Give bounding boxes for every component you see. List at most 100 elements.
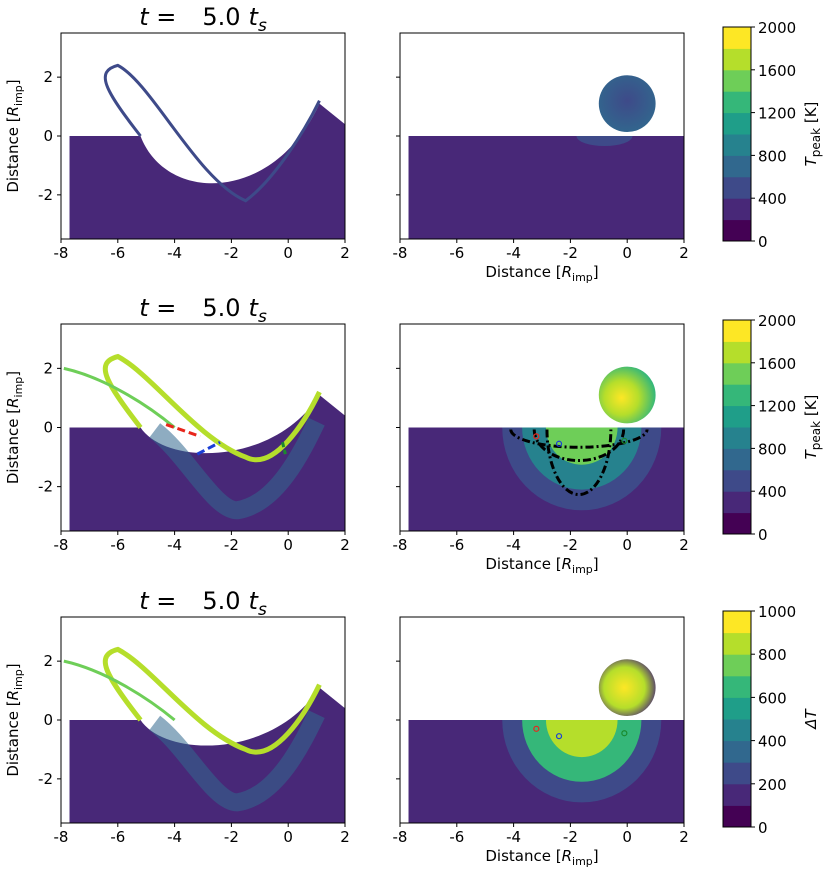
axis-label-main: Distance [: [485, 847, 561, 865]
axis-label-main: Distance [: [4, 700, 22, 776]
y-tick-label: -2: [38, 478, 53, 496]
colorbar-segment: [723, 740, 751, 763]
colorbar-segment: [723, 134, 751, 156]
colorbar-tick-label: 800: [758, 646, 787, 664]
x-tick-label: 0: [283, 536, 293, 554]
axis-label-sub: imp: [572, 563, 593, 576]
x-tick-label: -8: [393, 244, 408, 262]
colorbar-tick-label: 0: [758, 819, 768, 837]
axis-label-italic: R: [562, 847, 572, 865]
left-panel: -8 -6 -4 -2 0 2 -2 0 2 Distance [Rimp]: [4, 323, 350, 554]
colorbar-segment: [723, 405, 751, 428]
panel-title: t = 5.0 ts: [139, 587, 267, 620]
y-tick-label: 2: [43, 652, 53, 670]
colorbar: 0 200 400 600 800 1000 ΔT: [722, 603, 820, 837]
colorbar-segment: [723, 198, 751, 221]
colorbar-segment: [723, 48, 751, 71]
colorbar-frame: [722, 26, 752, 242]
y-tick-label: 2: [43, 359, 53, 377]
axis-label-italic: R: [562, 555, 572, 573]
ejecta-curtain: [102, 646, 322, 755]
colorbar-segment: [723, 219, 751, 242]
impactor: [598, 366, 656, 424]
tracer-blue: [196, 440, 221, 456]
colorbar-label: Tpeak [K]: [802, 102, 823, 167]
tracer-marker-red: [533, 433, 540, 440]
colorbar-segment: [723, 805, 751, 828]
colorbar-segment: [723, 675, 751, 698]
axis-label-main: Distance [: [4, 116, 22, 192]
colorbar-tick-label: 400: [758, 483, 787, 501]
x-tick-label: -2: [224, 244, 239, 262]
axis-label-italic: R: [4, 397, 22, 407]
colorbar-label-unit: [K]: [802, 395, 820, 421]
colorbar-segment: [723, 362, 751, 385]
x-tick-label: -4: [167, 244, 182, 262]
impactor: [598, 75, 656, 133]
axis-label: Distance [Rimp]: [4, 371, 25, 484]
colorbar-segment: [723, 697, 751, 720]
colorbar-segment: [723, 320, 751, 342]
axis-label-close: ]: [4, 371, 22, 377]
colorbar-label: Tpeak [K]: [802, 395, 823, 460]
axis-label: Distance [Rimp]: [485, 555, 598, 576]
isotherm-line: [532, 429, 626, 463]
axis-label-sub: imp: [572, 855, 593, 868]
colorbar-tick-label: 1000: [758, 603, 796, 621]
colorbar-segment: [723, 427, 751, 449]
y-tick-label: 0: [43, 127, 53, 145]
colorbar-segment: [723, 69, 751, 92]
colorbar-segment: [723, 611, 751, 634]
target-body: [69, 103, 346, 239]
title-time-value: 5.0: [202, 294, 240, 322]
axis-label-italic: R: [4, 690, 22, 700]
x-tick-label: -2: [563, 828, 578, 846]
axis-label-sub: imp: [572, 271, 593, 284]
x-tick-label: 0: [622, 536, 632, 554]
x-tick-label: -6: [449, 244, 464, 262]
axis-label-close: ]: [4, 79, 22, 85]
x-tick-label: -6: [110, 244, 125, 262]
x-tick-label: 0: [622, 828, 632, 846]
x-tick-label: 0: [283, 244, 293, 262]
colorbar: 0 400 800 1200 1600 2000 Tpeak [K]: [722, 312, 823, 544]
colorbar-segment: [723, 112, 751, 135]
colorbar-segment: [723, 341, 751, 364]
x-tick-label: -4: [506, 828, 521, 846]
x-tick-label: -2: [563, 536, 578, 554]
title-time-symbol: t =: [139, 587, 176, 615]
y-tick-label: -2: [38, 770, 53, 788]
axis-label-close: ]: [4, 663, 22, 669]
x-tick-label: -6: [449, 536, 464, 554]
left-panel: -8 -6 -4 -2 0 2 -2 0 2 Distance [Rimp]: [4, 616, 350, 846]
x-tick-label: 2: [340, 828, 350, 846]
colorbar-label-main: T: [802, 155, 820, 166]
x-tick-label: 2: [679, 536, 689, 554]
y-tick-label: 0: [43, 711, 53, 729]
colorbar-tick-label: 400: [758, 190, 787, 208]
ejecta-curtain: [102, 353, 322, 462]
x-tick-label: -8: [393, 536, 408, 554]
x-tick-label: -8: [54, 828, 69, 846]
panel-title: t = 5.0 ts: [139, 3, 267, 36]
axis-label-sub: imp: [12, 377, 25, 398]
colorbar-tick-label: 2000: [758, 19, 796, 37]
title-time-value: 5.0: [202, 3, 240, 31]
colorbar-tick-label: 0: [758, 233, 768, 251]
ejecta-jet: [63, 366, 176, 429]
tracer-marker-red: [533, 725, 540, 732]
colorbar-label-main: ΔT: [802, 707, 820, 729]
colorbar-segment: [723, 632, 751, 655]
colorbar-tick-label: 200: [758, 776, 787, 794]
colorbar-segment: [723, 762, 751, 785]
colorbar-tick-label: 400: [758, 733, 787, 751]
x-tick-label: -6: [110, 536, 125, 554]
colorbar-label-unit: [K]: [802, 102, 820, 128]
x-tick-label: 2: [679, 244, 689, 262]
right-panel: -8 -6 -4 -2 0 2 Distance [Rimp]: [393, 323, 689, 576]
colorbar-segment: [723, 155, 751, 178]
axis-label-main: Distance [: [4, 408, 22, 484]
